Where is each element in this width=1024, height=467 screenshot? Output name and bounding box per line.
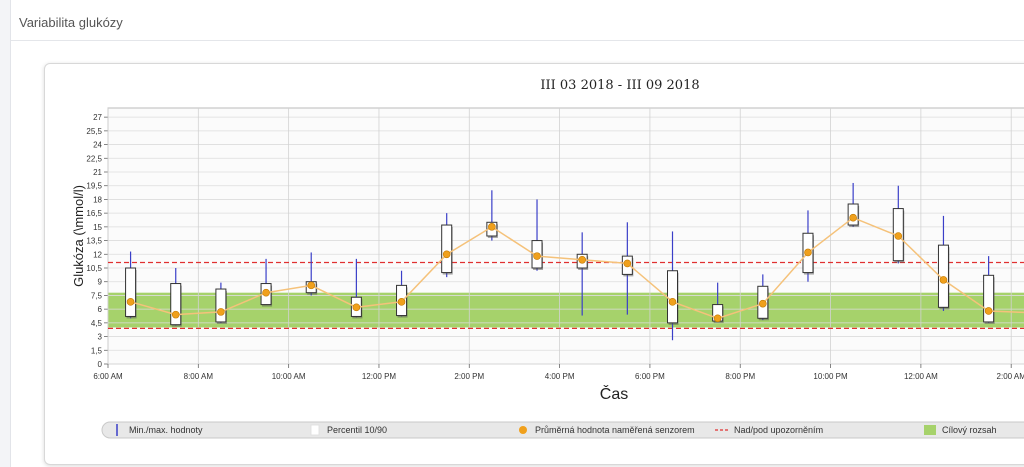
panel-title: Variabilita glukózy bbox=[19, 15, 123, 30]
mean-point bbox=[668, 298, 677, 306]
y-tick-label: 7,5 bbox=[91, 291, 103, 300]
y-tick-label: 1,5 bbox=[91, 346, 103, 355]
percentile-box bbox=[667, 270, 678, 324]
y-grid: 0 1,5 3 4,5 6 7,5 9 10,5 12 13,5 15 16,5 18 19,5 21 22,… bbox=[86, 113, 1024, 369]
x-tick-label: 12:00 PM bbox=[362, 372, 397, 381]
x-tick-label: 6:00 PM bbox=[635, 372, 665, 381]
x-grid: 6:00 AM 8:00 AM 10:00 AM 12:00 PM 2:00 PM 4:0… bbox=[93, 108, 1024, 381]
percentile-box bbox=[215, 288, 227, 323]
y-tick-label: 25,5 bbox=[86, 127, 102, 136]
y-tick-label: 16,5 bbox=[86, 209, 102, 218]
chart-title: III 03 2018 - III 09 2018 bbox=[540, 78, 699, 93]
target-range-band bbox=[108, 292, 1024, 328]
mean-point bbox=[939, 276, 948, 284]
legend: Min./max. hodnoty Percentil 10/90 Průměrná… bbox=[101, 421, 1024, 439]
mean-point bbox=[262, 288, 270, 297]
mean-point bbox=[533, 252, 541, 260]
x-tick-label: 10:00 PM bbox=[813, 372, 848, 381]
legend-label: Průměrná hodnota naměřená senzorem bbox=[535, 425, 695, 435]
percentile-box bbox=[983, 274, 995, 323]
mean-point bbox=[984, 307, 993, 315]
mean-point bbox=[397, 298, 406, 306]
y-tick-label: 18 bbox=[93, 195, 102, 204]
legend-label: Percentil 10/90 bbox=[327, 425, 387, 435]
y-tick-label: 10,5 bbox=[86, 264, 102, 273]
percentile-box bbox=[170, 283, 182, 326]
y-tick-label: 13,5 bbox=[86, 237, 102, 246]
y-tick-label: 27 bbox=[93, 113, 102, 122]
chart-card: III 03 2018 - III 09 2018 0 1,5 3 4,5 6 7,5 9 10… bbox=[44, 63, 1024, 465]
percentile-box bbox=[125, 267, 137, 317]
mean-point bbox=[126, 298, 135, 306]
legend-dot-symbol bbox=[519, 426, 527, 434]
mean-point bbox=[804, 248, 812, 257]
y-tick-label: 22,5 bbox=[86, 154, 102, 163]
legend-bar bbox=[101, 421, 1024, 439]
y-tick-label: 3 bbox=[98, 333, 103, 342]
x-tick-label: 2:00 PM bbox=[454, 372, 484, 381]
x-tick-label: 12:00 AM bbox=[904, 372, 938, 381]
mean-point bbox=[894, 232, 903, 240]
mean-point bbox=[307, 281, 316, 290]
mean-point bbox=[352, 303, 361, 312]
x-tick-label: 6:00 AM bbox=[93, 372, 123, 381]
x-tick-label: 8:00 AM bbox=[184, 372, 214, 381]
y-axis-label: Glukóza (\mmol/l) bbox=[71, 185, 86, 287]
legend-box-symbol bbox=[310, 424, 320, 436]
mean-point bbox=[849, 213, 857, 222]
y-tick-label: 9 bbox=[98, 278, 103, 287]
y-tick-label: 24 bbox=[93, 141, 102, 150]
legend-label: Nad/pod upozorněním bbox=[734, 425, 823, 435]
y-tick-label: 19,5 bbox=[86, 182, 102, 191]
glucose-chart: III 03 2018 - III 09 2018 0 1,5 3 4,5 6 7,5 9 10… bbox=[71, 78, 1024, 439]
mean-point bbox=[217, 308, 225, 316]
mean-point bbox=[488, 223, 496, 231]
x-axis-label: Čas bbox=[600, 384, 628, 403]
y-tick-label: 21 bbox=[93, 168, 102, 177]
x-tick-label: 4:00 PM bbox=[545, 372, 575, 381]
y-tick-label: 0 bbox=[98, 360, 103, 369]
mean-point bbox=[759, 299, 767, 308]
legend-area-symbol bbox=[924, 425, 936, 435]
x-tick-label: 2:00 AM bbox=[997, 372, 1024, 381]
y-tick-label: 6 bbox=[98, 305, 103, 314]
mean-point bbox=[171, 310, 180, 319]
mean-point bbox=[623, 259, 632, 268]
percentile-box bbox=[441, 224, 453, 274]
panel-header: Variabilita glukózy bbox=[11, 0, 1024, 41]
mean-point bbox=[713, 314, 722, 323]
x-tick-label: 10:00 AM bbox=[272, 372, 306, 381]
legend-label: Min./max. hodnoty bbox=[129, 425, 203, 435]
y-tick-label: 12 bbox=[93, 250, 102, 259]
y-tick-label: 4,5 bbox=[91, 319, 103, 328]
y-tick-label: 15 bbox=[93, 223, 102, 232]
mean-point bbox=[442, 250, 451, 259]
legend-label: Cílový rozsah bbox=[942, 425, 997, 435]
mean-point bbox=[578, 255, 586, 264]
x-tick-label: 8:00 PM bbox=[725, 372, 755, 381]
